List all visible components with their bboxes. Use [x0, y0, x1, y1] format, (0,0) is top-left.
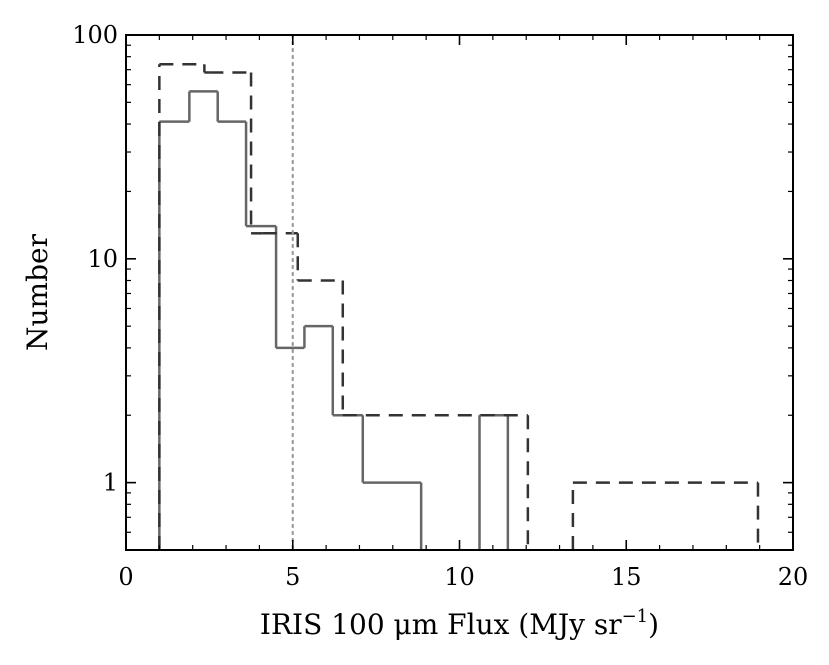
tick-labels-layer: 0 5 10 15 20 1 10 100 — [72, 21, 808, 591]
x-axis-label: IRIS 100 μm Flux (MJy sr−1) — [260, 606, 659, 641]
x-axis-label-exponent: −1 — [622, 606, 649, 627]
series-layer — [158, 63, 760, 550]
x-tick-label: 15 — [611, 563, 642, 591]
x-axis-label-close: ) — [648, 608, 659, 641]
x-tick-label: 5 — [285, 563, 300, 591]
x-tick-label: 0 — [118, 563, 133, 591]
x-tick-label: 10 — [444, 563, 475, 591]
ticks-layer — [125, 34, 794, 551]
y-tick-label: 10 — [87, 245, 118, 273]
series-1 — [158, 63, 760, 550]
x-axis-label-main: IRIS 100 μm Flux (MJy sr — [260, 608, 622, 641]
y-tick-label: 1 — [103, 469, 118, 497]
y-axis-label: Number — [21, 233, 54, 351]
series-0 — [158, 90, 510, 550]
y-tick-label: 100 — [72, 21, 118, 49]
x-tick-label: 20 — [778, 563, 809, 591]
plot-frame — [125, 34, 794, 551]
